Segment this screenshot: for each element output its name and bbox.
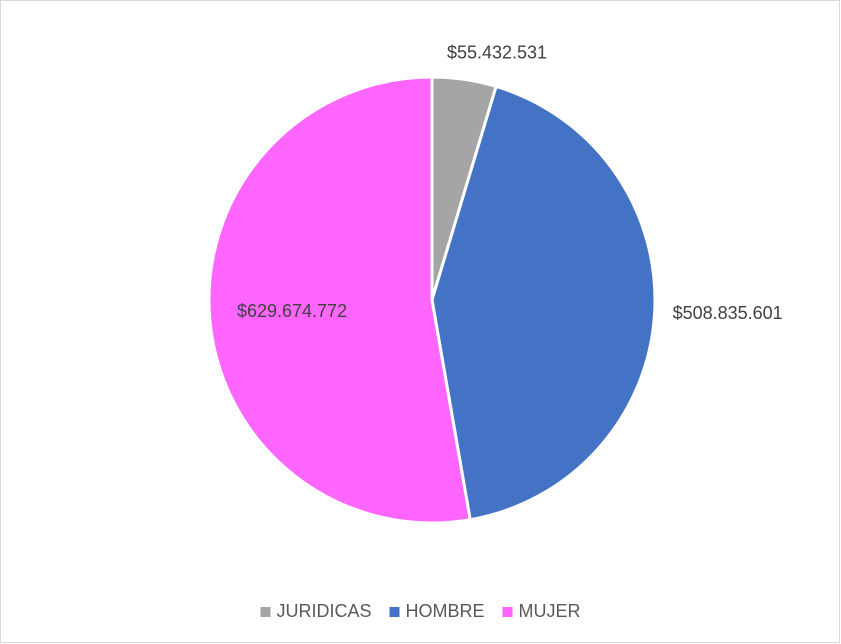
data-label: $508.835.601 — [673, 303, 783, 323]
legend-label: HOMBRE — [406, 601, 485, 621]
pie-slice — [430, 84, 657, 522]
legend-label: JURIDICAS — [276, 601, 371, 621]
pie-slice — [207, 75, 472, 525]
data-label: $629.674.772 — [237, 301, 347, 321]
legend-label: MUJER — [519, 601, 581, 621]
legend-swatch — [389, 607, 400, 617]
data-label: $55.432.531 — [447, 42, 547, 62]
legend-swatch — [502, 607, 513, 617]
legend-swatch — [260, 607, 271, 617]
